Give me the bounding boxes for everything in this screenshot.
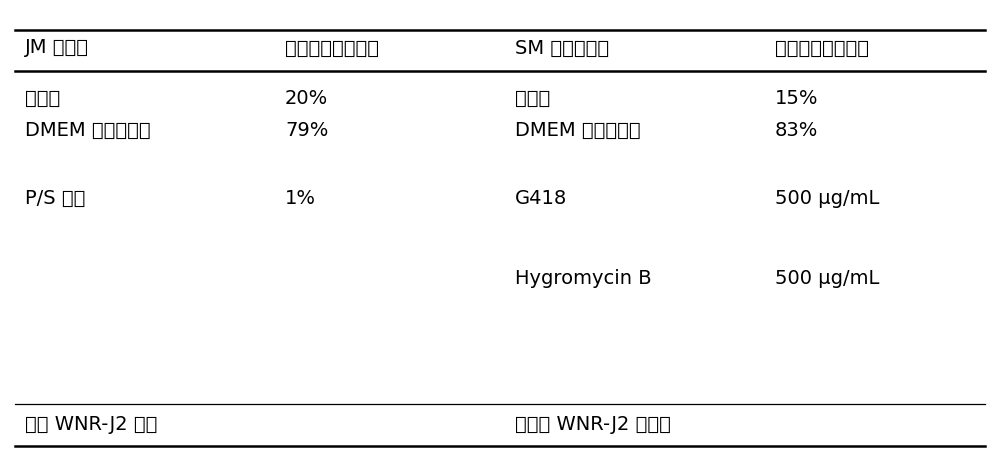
Text: G418: G418 [515, 189, 567, 208]
Text: Hygromycin B: Hygromycin B [515, 269, 652, 288]
Text: 79%: 79% [285, 121, 328, 140]
Text: JM 培养基: JM 培养基 [25, 38, 89, 58]
Text: 最佳配比（浓度）: 最佳配比（浓度） [285, 38, 379, 58]
Text: 20%: 20% [285, 89, 328, 108]
Text: 维持 WNR-J2 细胞: 维持 WNR-J2 细胞 [25, 414, 157, 434]
Text: 最佳配比（浓度）: 最佳配比（浓度） [775, 38, 869, 58]
Text: DMEM 高糖培养基: DMEM 高糖培养基 [515, 121, 641, 140]
Text: P/S 双抗: P/S 双抗 [25, 189, 85, 208]
Text: 83%: 83% [775, 121, 818, 140]
Text: 猪血清: 猪血清 [25, 89, 60, 108]
Text: 500 μg/mL: 500 μg/mL [775, 189, 879, 208]
Text: 去除非 WNR-J2 杂细胞: 去除非 WNR-J2 杂细胞 [515, 414, 671, 434]
Text: DMEM 高糖培养基: DMEM 高糖培养基 [25, 121, 151, 140]
Text: 猪血清: 猪血清 [515, 89, 550, 108]
Text: 15%: 15% [775, 89, 818, 108]
Text: 1%: 1% [285, 189, 316, 208]
Text: 500 μg/mL: 500 μg/mL [775, 269, 879, 288]
Text: SM 筛选培养基: SM 筛选培养基 [515, 38, 609, 58]
